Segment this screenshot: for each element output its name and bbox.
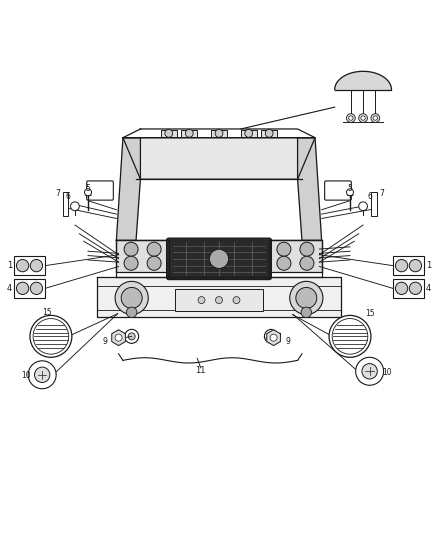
Circle shape — [127, 307, 137, 318]
Circle shape — [332, 319, 368, 354]
Polygon shape — [117, 138, 141, 240]
Circle shape — [165, 130, 173, 138]
Bar — [175, 289, 263, 311]
Polygon shape — [117, 240, 169, 277]
Polygon shape — [297, 138, 321, 240]
Circle shape — [329, 316, 371, 357]
Text: 10: 10 — [382, 368, 392, 377]
Circle shape — [277, 242, 291, 256]
Circle shape — [270, 334, 277, 341]
Circle shape — [296, 287, 317, 309]
Text: 6: 6 — [66, 192, 71, 201]
Circle shape — [361, 116, 365, 120]
Circle shape — [396, 260, 408, 272]
Circle shape — [371, 114, 380, 123]
Circle shape — [277, 256, 291, 270]
Circle shape — [215, 130, 223, 138]
Circle shape — [115, 334, 122, 341]
Text: 7: 7 — [379, 189, 384, 198]
Circle shape — [115, 281, 148, 314]
Circle shape — [85, 189, 92, 196]
Circle shape — [265, 130, 273, 138]
Circle shape — [198, 297, 205, 304]
Text: 4: 4 — [426, 284, 431, 293]
Circle shape — [409, 260, 421, 272]
Circle shape — [128, 333, 135, 340]
Circle shape — [17, 260, 29, 272]
Circle shape — [359, 202, 367, 211]
Circle shape — [30, 260, 42, 272]
Circle shape — [121, 287, 142, 309]
Text: 4: 4 — [7, 284, 12, 293]
Bar — [269, 240, 321, 272]
Circle shape — [362, 364, 377, 379]
Circle shape — [124, 256, 138, 270]
Circle shape — [349, 116, 353, 120]
Text: 15: 15 — [365, 309, 374, 318]
Circle shape — [373, 116, 378, 120]
Bar — [261, 130, 277, 137]
Circle shape — [290, 281, 323, 314]
Bar — [371, 192, 377, 216]
Circle shape — [346, 189, 353, 196]
Polygon shape — [123, 129, 315, 138]
Circle shape — [301, 307, 311, 318]
Polygon shape — [123, 138, 315, 179]
Circle shape — [245, 130, 253, 138]
Bar — [211, 130, 227, 137]
Text: 9: 9 — [286, 337, 290, 346]
Text: 9: 9 — [102, 337, 107, 346]
Bar — [161, 130, 177, 137]
Circle shape — [28, 361, 56, 389]
Polygon shape — [269, 240, 321, 277]
Circle shape — [35, 367, 50, 383]
Circle shape — [147, 256, 161, 270]
FancyBboxPatch shape — [166, 238, 272, 280]
Text: 11: 11 — [195, 366, 206, 375]
Text: 10: 10 — [21, 371, 31, 380]
FancyBboxPatch shape — [87, 181, 113, 200]
Text: 15: 15 — [42, 308, 52, 317]
Bar — [14, 279, 45, 298]
Circle shape — [33, 319, 69, 354]
Bar — [393, 256, 424, 275]
Text: 5: 5 — [85, 184, 91, 193]
Circle shape — [71, 202, 79, 211]
Circle shape — [30, 316, 72, 357]
Text: 6: 6 — [367, 192, 372, 201]
Circle shape — [300, 242, 314, 256]
Bar — [393, 279, 424, 298]
Text: 7: 7 — [55, 189, 60, 198]
Circle shape — [409, 282, 421, 294]
Circle shape — [233, 297, 240, 304]
Circle shape — [17, 282, 29, 294]
Circle shape — [124, 242, 138, 256]
Circle shape — [356, 357, 384, 385]
Circle shape — [268, 333, 275, 340]
Polygon shape — [267, 330, 280, 345]
Circle shape — [359, 114, 367, 123]
Bar — [117, 240, 169, 272]
Text: 5: 5 — [347, 184, 353, 193]
FancyBboxPatch shape — [325, 181, 351, 200]
Circle shape — [30, 282, 42, 294]
Circle shape — [396, 282, 408, 294]
Text: 1: 1 — [7, 261, 12, 270]
Circle shape — [209, 249, 229, 269]
Bar — [63, 192, 68, 216]
Circle shape — [346, 114, 355, 123]
Circle shape — [215, 297, 223, 304]
Bar — [181, 130, 197, 137]
Circle shape — [300, 256, 314, 270]
Polygon shape — [335, 71, 392, 90]
Circle shape — [265, 329, 279, 343]
Bar — [241, 130, 257, 137]
Polygon shape — [97, 277, 341, 317]
Text: 1: 1 — [426, 261, 431, 270]
Polygon shape — [112, 330, 125, 345]
Bar — [14, 256, 45, 275]
Circle shape — [147, 242, 161, 256]
Circle shape — [185, 130, 193, 138]
Circle shape — [125, 329, 139, 343]
